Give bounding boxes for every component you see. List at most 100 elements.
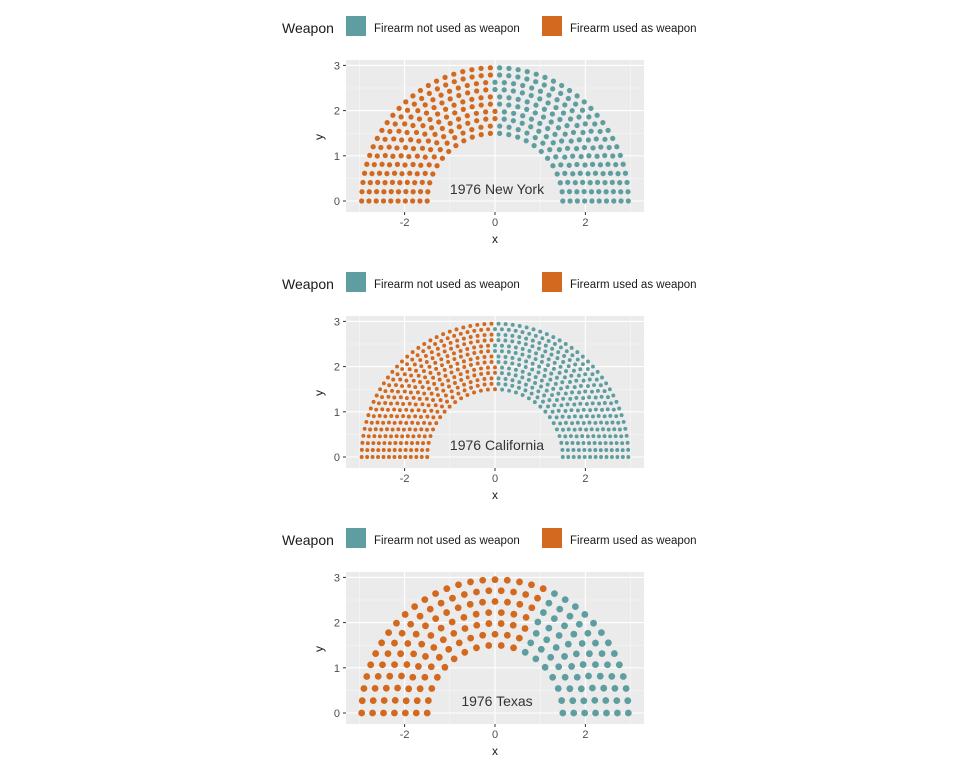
data-point	[533, 71, 539, 77]
data-point	[609, 455, 614, 459]
data-point	[584, 427, 589, 432]
data-point	[393, 441, 398, 445]
data-point	[458, 331, 463, 336]
data-point	[608, 413, 613, 418]
data-point	[541, 106, 548, 112]
data-point	[374, 407, 379, 412]
data-point	[596, 189, 602, 195]
data-point	[503, 333, 508, 337]
data-point	[589, 198, 595, 204]
data-point	[445, 399, 449, 404]
legend: Weapon Firearm not used as weapon Firearm …	[282, 16, 697, 36]
data-point	[428, 685, 436, 692]
data-point	[575, 408, 580, 413]
data-point	[379, 661, 386, 669]
data-point	[404, 407, 409, 412]
data-point	[568, 434, 573, 439]
data-point	[395, 414, 400, 419]
data-point	[566, 87, 573, 94]
data-point	[572, 427, 577, 432]
data-point	[597, 128, 603, 135]
data-point	[483, 109, 489, 115]
data-point	[501, 87, 507, 93]
data-point	[554, 171, 560, 177]
data-point	[460, 130, 466, 136]
data-point	[394, 434, 399, 439]
legend-label: Firearm not used as weapon	[374, 279, 520, 291]
data-point	[406, 153, 412, 160]
data-point	[388, 198, 394, 204]
data-point	[536, 389, 541, 394]
data-point	[413, 414, 418, 419]
x-tick-label: 0	[492, 217, 498, 229]
data-point	[602, 389, 607, 394]
data-point	[427, 180, 433, 186]
data-point	[603, 441, 608, 445]
data-point	[570, 353, 575, 358]
data-point	[404, 421, 409, 425]
data-point	[404, 396, 409, 401]
data-point	[561, 673, 569, 681]
data-point	[603, 189, 609, 195]
data-point	[469, 96, 475, 103]
data-point	[425, 455, 430, 459]
data-point	[528, 92, 534, 99]
data-point	[537, 364, 542, 369]
data-point	[460, 76, 466, 82]
data-point	[430, 97, 436, 103]
data-point	[618, 189, 624, 195]
data-point	[537, 96, 543, 102]
data-point	[359, 189, 365, 195]
data-point	[468, 380, 473, 385]
data-point	[383, 401, 388, 405]
data-point	[446, 148, 452, 155]
data-point	[440, 382, 445, 387]
data-point	[564, 145, 571, 151]
data-point	[554, 375, 559, 380]
data-point	[624, 709, 632, 717]
data-point	[455, 639, 463, 647]
data-point	[464, 113, 470, 119]
data-point	[554, 97, 560, 103]
data-point	[497, 609, 505, 617]
data-point	[402, 697, 410, 705]
data-point	[468, 335, 473, 339]
data-point	[571, 447, 576, 452]
data-point	[539, 384, 544, 389]
data-point	[418, 358, 423, 363]
data-point	[551, 335, 556, 340]
data-point	[527, 348, 532, 353]
x-tick-label: 0	[492, 473, 498, 485]
data-point	[554, 685, 562, 692]
data-point	[472, 345, 477, 350]
data-point	[427, 421, 432, 426]
data-point	[565, 179, 571, 185]
data-point	[576, 114, 582, 120]
data-point	[503, 338, 508, 343]
data-point	[381, 381, 386, 386]
data-point	[617, 180, 623, 186]
data-point	[506, 73, 512, 79]
data-point	[442, 409, 447, 414]
data-point	[475, 355, 480, 360]
data-point	[428, 434, 433, 439]
data-point	[419, 455, 424, 459]
data-point	[563, 420, 568, 425]
data-point	[584, 414, 589, 419]
data-point	[474, 118, 480, 124]
data-point	[538, 148, 544, 155]
data-point	[452, 380, 457, 385]
data-point	[405, 362, 410, 367]
data-point	[369, 170, 375, 177]
data-point	[559, 82, 565, 89]
data-point	[511, 110, 517, 116]
data-point	[588, 128, 594, 134]
axes: -2 0 2 0 1 2 3 x y	[312, 572, 588, 758]
data-point	[422, 408, 427, 413]
data-point	[483, 79, 489, 86]
data-point	[452, 357, 457, 362]
data-point	[598, 441, 603, 446]
data-point	[432, 590, 439, 598]
data-point	[394, 684, 401, 692]
data-point	[520, 113, 526, 119]
